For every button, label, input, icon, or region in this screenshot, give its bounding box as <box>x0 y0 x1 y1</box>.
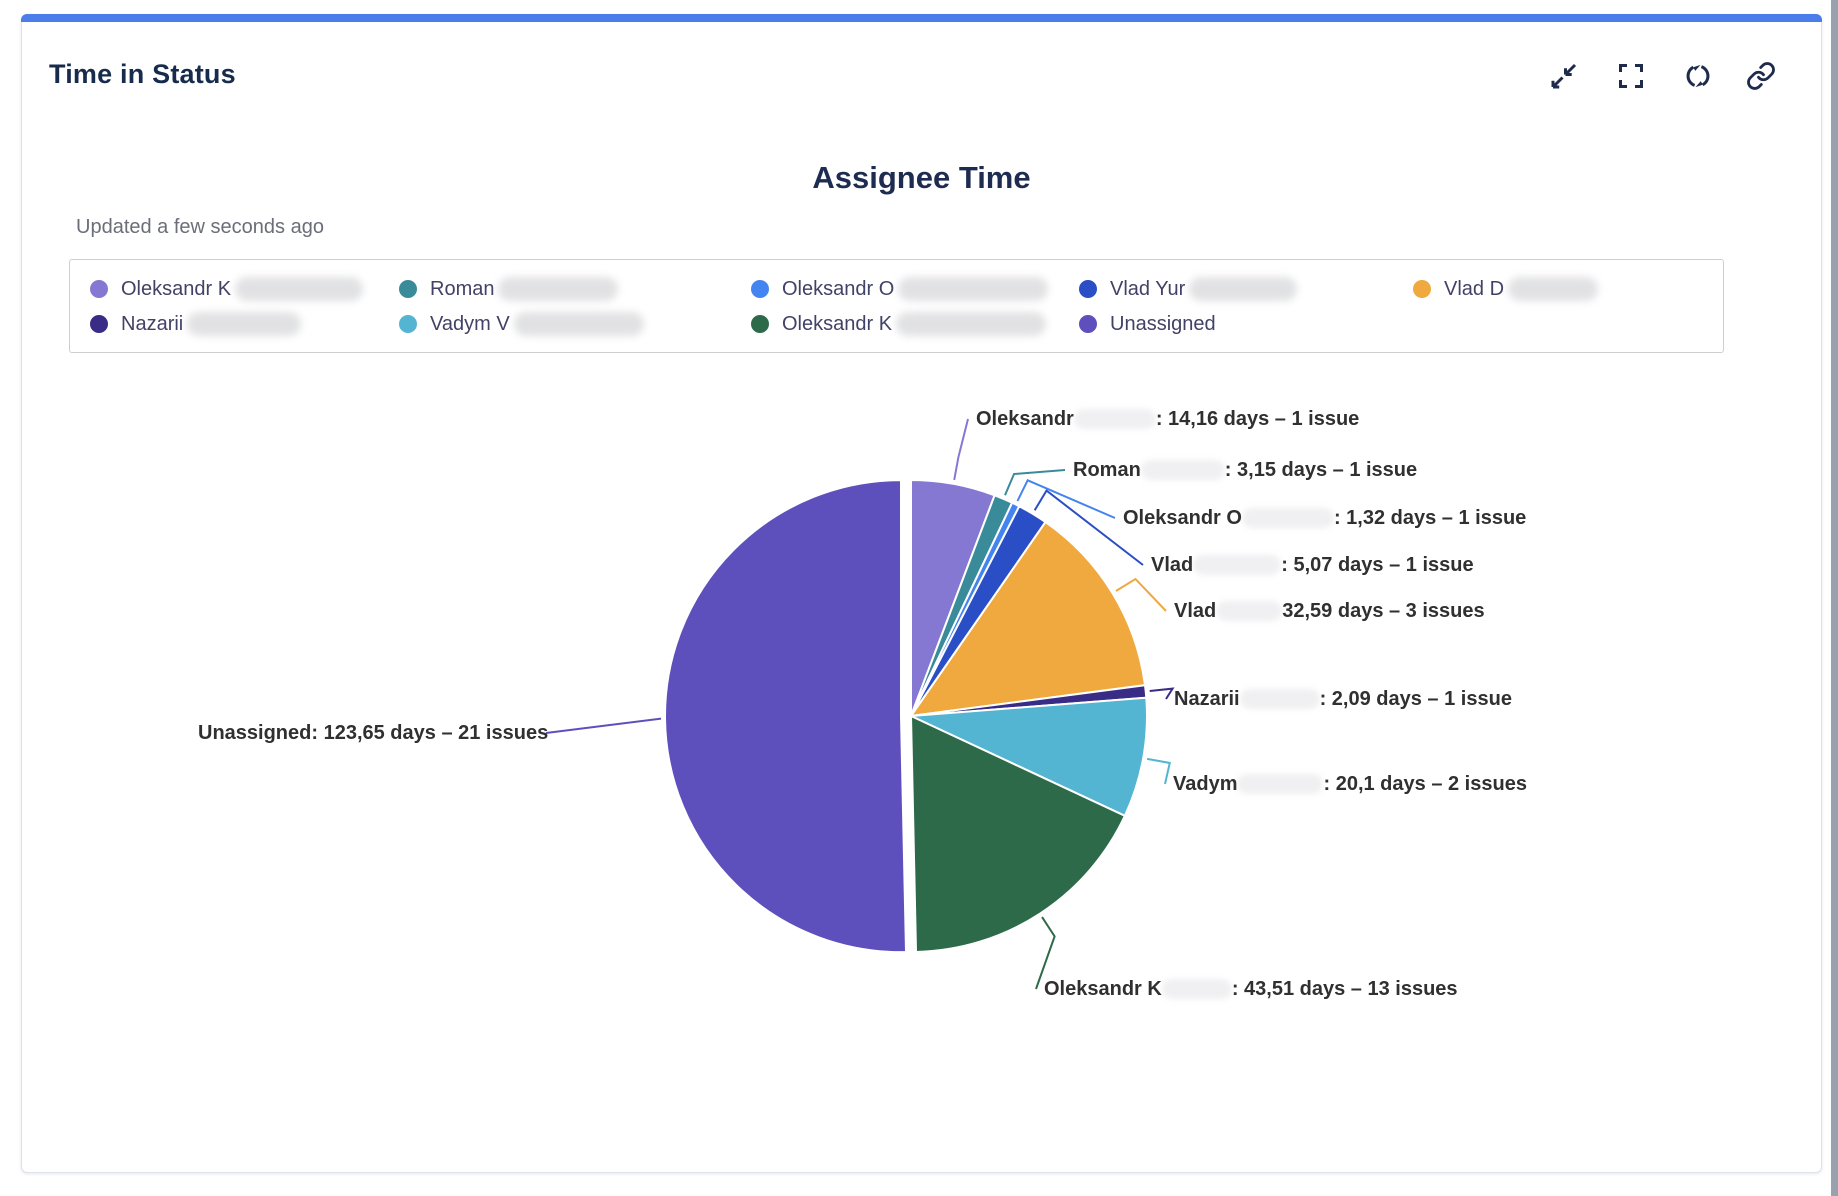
legend-item[interactable]: Nazarii <box>90 311 302 337</box>
legend-color-dot <box>751 280 769 298</box>
blurred-name <box>898 277 1049 301</box>
label-leader-line <box>1146 757 1171 785</box>
label-leader-line <box>1149 687 1175 700</box>
blurred-name <box>513 312 644 336</box>
label-leader-line <box>1033 489 1144 566</box>
pie-label-name: Vlad <box>1174 599 1217 622</box>
blurred-name <box>1216 601 1283 621</box>
label-leader-line <box>1016 479 1116 519</box>
pie-label: Nazarii : 2,09 days – 1 issue <box>1174 686 1512 712</box>
legend-item[interactable]: Oleksandr K <box>90 276 364 302</box>
updated-timestamp: Updated a few seconds ago <box>76 216 324 238</box>
blurred-name <box>1508 277 1599 301</box>
pie-label-name: Vadym <box>1173 772 1238 795</box>
blurred-name <box>1241 508 1334 528</box>
blurred-name <box>896 312 1047 336</box>
legend-label: Nazarii <box>121 312 184 335</box>
legend-item[interactable]: Oleksandr K <box>751 311 1047 337</box>
legend-label: Roman <box>430 277 495 300</box>
pie-label-value: : 2,09 days – 1 issue <box>1319 687 1512 710</box>
pie-label-value: : 20,1 days – 2 issues <box>1323 772 1527 795</box>
legend-label: Unassigned <box>1110 312 1216 335</box>
pie-label-value: : 1,32 days – 1 issue <box>1333 506 1527 529</box>
blurred-name <box>1161 979 1232 999</box>
legend-color-dot <box>90 315 108 333</box>
pie-label-name: Oleksandr K <box>1044 977 1162 1000</box>
pie-label: Vlad : 5,07 days – 1 issue <box>1151 552 1474 578</box>
legend-item[interactable]: Vadym V <box>399 311 644 337</box>
label-leader-line <box>1035 916 1056 990</box>
legend-item[interactable]: Vlad D <box>1413 276 1599 302</box>
pie-slice-8[interactable] <box>664 479 908 954</box>
pie-label: Oleksandr : 14,16 days – 1 issue <box>976 406 1359 432</box>
legend-color-dot <box>1079 280 1097 298</box>
pie-label-name: Vlad <box>1151 553 1194 576</box>
assignee-time-pie-chart <box>545 418 1175 990</box>
pie-label-name: Oleksandr <box>976 407 1074 430</box>
pie-label-value: : 14,16 days – 1 issue <box>1155 407 1360 430</box>
legend-color-dot <box>399 315 417 333</box>
pie-label: Oleksandr K : 43,51 days – 13 issues <box>1044 976 1458 1002</box>
legend-color-dot <box>90 280 108 298</box>
pie-label-name: Oleksandr O <box>1123 506 1242 529</box>
legend-label: Oleksandr K <box>121 277 232 300</box>
pie-label-name: Roman <box>1073 458 1141 481</box>
pie-label-value: 32,59 days – 3 issues <box>1282 599 1485 622</box>
legend-item[interactable]: Oleksandr O <box>751 276 1049 302</box>
legend-label: Oleksandr O <box>782 277 895 300</box>
label-leader-line <box>545 717 662 734</box>
legend-label: Vlad D <box>1444 277 1505 300</box>
blurred-name <box>235 277 364 301</box>
legend-item[interactable]: Vlad Yur <box>1079 276 1298 302</box>
pie-slice-4[interactable] <box>908 520 1147 718</box>
pie-label-value: : 5,07 days – 1 issue <box>1281 553 1474 576</box>
page-scrollbar[interactable] <box>1831 0 1838 1196</box>
chart-legend: Oleksandr K Roman Oleksandr O Vlad Yur Vlad … <box>69 259 1724 353</box>
collapse-icon[interactable] <box>1549 61 1579 91</box>
label-leader-line <box>953 418 969 481</box>
time-in-status-gadget: Time in Status As <box>21 14 1822 1173</box>
blurred-name <box>1073 409 1156 429</box>
blurred-name <box>1189 277 1298 301</box>
legend-item[interactable]: Unassigned <box>1079 311 1216 337</box>
pie-label-value: : 43,51 days – 13 issues <box>1231 977 1458 1000</box>
pie-label-value: : 123,65 days – 21 issues <box>311 721 549 744</box>
pie-label-name: Unassigned <box>198 721 312 744</box>
pie-slice-7[interactable] <box>909 714 1127 953</box>
pie-label: Unassigned: 123,65 days – 21 issues <box>198 720 548 746</box>
label-leader-line <box>1004 469 1066 496</box>
gadget-title: Time in Status <box>49 59 236 89</box>
legend-color-dot <box>1413 280 1431 298</box>
gadget-accent-bar <box>21 14 1822 22</box>
blurred-name <box>1193 555 1282 575</box>
chart-title: Assignee Time <box>812 160 1031 195</box>
blurred-name <box>187 312 302 336</box>
pie-label: Oleksandr O : 1,32 days – 1 issue <box>1123 505 1526 531</box>
legend-item[interactable]: Roman <box>399 276 619 302</box>
legend-label: Oleksandr K <box>782 312 893 335</box>
blurred-name <box>498 277 619 301</box>
pie-label: Vadym : 20,1 days – 2 issues <box>1173 771 1527 797</box>
legend-color-dot <box>399 280 417 298</box>
pie-label-value: : 3,15 days – 1 issue <box>1224 458 1418 481</box>
pie-slice-6[interactable] <box>907 696 1148 818</box>
legend-label: Vlad Yur <box>1110 277 1186 300</box>
legend-color-dot <box>1079 315 1097 333</box>
fullscreen-icon[interactable] <box>1616 61 1646 91</box>
blurred-name <box>1237 774 1324 794</box>
label-leader-line <box>1115 577 1167 612</box>
pie-label: Roman : 3,15 days – 1 issue <box>1073 457 1417 483</box>
pie-label-name: Nazarii <box>1174 687 1240 710</box>
link-icon[interactable] <box>1746 61 1776 91</box>
legend-label: Vadym V <box>430 312 510 335</box>
pie-label: Vlad 32,59 days – 3 issues <box>1174 598 1485 624</box>
blurred-name <box>1239 689 1320 709</box>
legend-color-dot <box>751 315 769 333</box>
blurred-name <box>1140 460 1225 480</box>
refresh-icon[interactable] <box>1683 61 1713 91</box>
